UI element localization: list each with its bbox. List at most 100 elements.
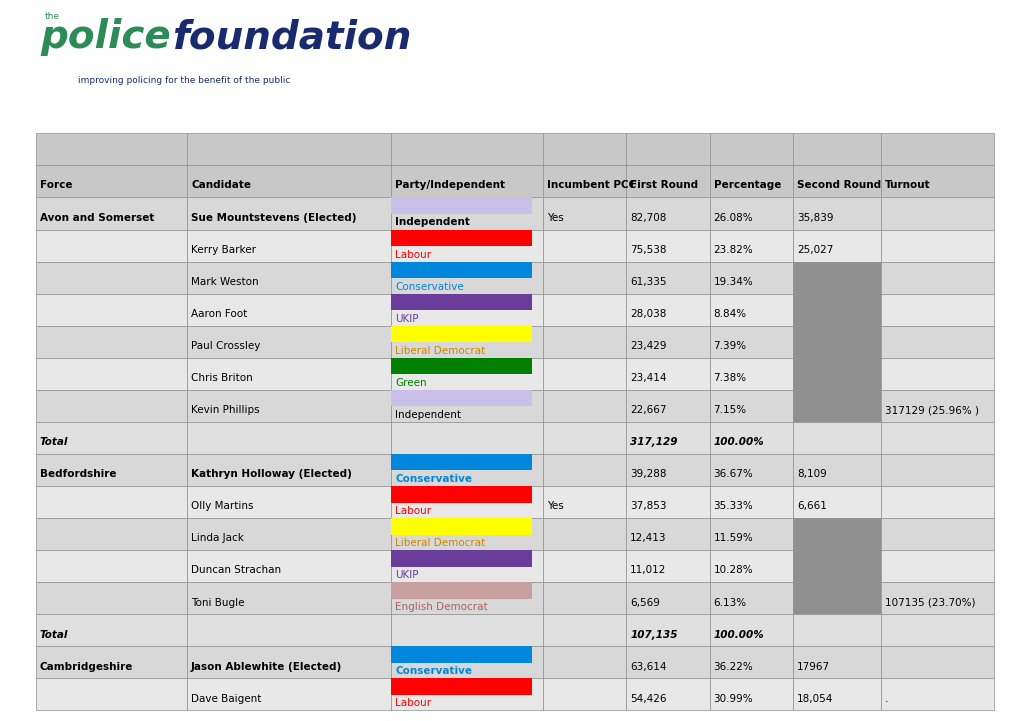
Bar — [542, 133, 626, 165]
Text: 22,667: 22,667 — [630, 405, 666, 415]
Bar — [187, 326, 391, 358]
Text: 6.13%: 6.13% — [713, 598, 746, 608]
Bar — [391, 326, 542, 358]
Bar — [880, 165, 994, 198]
Bar — [36, 133, 187, 165]
Text: 23,429: 23,429 — [630, 341, 666, 351]
Bar — [793, 646, 880, 678]
Bar — [793, 582, 880, 614]
Bar — [391, 390, 532, 407]
Bar — [391, 390, 542, 422]
Text: 23.82%: 23.82% — [713, 245, 753, 255]
Bar — [36, 486, 187, 518]
Bar — [793, 358, 880, 390]
Text: 63,614: 63,614 — [630, 662, 666, 671]
Bar — [391, 486, 532, 503]
Text: 61,335: 61,335 — [630, 277, 666, 287]
Text: Conservative: Conservative — [395, 666, 472, 676]
Text: 11,012: 11,012 — [630, 565, 665, 575]
Bar — [709, 390, 793, 422]
Bar — [793, 262, 880, 293]
Text: Chris Briton: Chris Briton — [191, 373, 253, 383]
Text: foundation: foundation — [172, 18, 411, 56]
Bar — [542, 550, 626, 582]
Text: Yes: Yes — [546, 501, 562, 511]
Text: Kevin Phillips: Kevin Phillips — [191, 405, 260, 415]
Bar — [880, 229, 994, 262]
Text: 7.38%: 7.38% — [713, 373, 746, 383]
Text: Conservative: Conservative — [395, 282, 464, 291]
Bar — [880, 614, 994, 646]
Bar — [542, 198, 626, 229]
Text: Labour: Labour — [395, 506, 431, 516]
Bar — [793, 518, 880, 550]
Bar — [391, 550, 542, 582]
Bar — [542, 678, 626, 710]
Bar — [542, 454, 626, 486]
Bar — [626, 293, 709, 326]
Bar — [880, 486, 994, 518]
Bar — [880, 326, 994, 358]
Bar — [709, 229, 793, 262]
Text: 7.39%: 7.39% — [713, 341, 746, 351]
Text: 10.28%: 10.28% — [713, 565, 752, 575]
Bar — [793, 198, 880, 229]
Text: Incumbent PCC: Incumbent PCC — [546, 180, 636, 190]
Text: Sue Mountstevens (Elected): Sue Mountstevens (Elected) — [191, 213, 357, 223]
Text: improving policing for the benefit of the public: improving policing for the benefit of th… — [77, 76, 289, 85]
Text: 35.33%: 35.33% — [713, 501, 753, 511]
Bar — [626, 422, 709, 454]
Bar — [626, 262, 709, 293]
Bar — [391, 486, 542, 518]
Bar — [626, 582, 709, 614]
Text: Olly Martins: Olly Martins — [191, 501, 254, 511]
Bar — [793, 326, 880, 358]
Bar — [709, 486, 793, 518]
Bar — [880, 133, 994, 165]
Text: 107,135: 107,135 — [630, 629, 677, 640]
Bar — [626, 518, 709, 550]
Bar — [187, 293, 391, 326]
Text: Bedfordshire: Bedfordshire — [40, 469, 116, 479]
Text: 35,839: 35,839 — [796, 213, 833, 223]
Bar — [793, 422, 880, 454]
Bar — [709, 326, 793, 358]
Text: Turnout: Turnout — [884, 180, 930, 190]
Bar — [542, 390, 626, 422]
Bar — [542, 422, 626, 454]
Text: 82,708: 82,708 — [630, 213, 665, 223]
Text: Avon and Somerset: Avon and Somerset — [40, 213, 154, 223]
Text: 8.84%: 8.84% — [713, 309, 746, 319]
Bar — [709, 518, 793, 550]
Text: 28,038: 28,038 — [630, 309, 665, 319]
Text: Liberal Democrat: Liberal Democrat — [395, 538, 485, 548]
Bar — [36, 518, 187, 550]
Bar — [391, 326, 532, 342]
Bar — [36, 229, 187, 262]
Text: 317,129: 317,129 — [630, 438, 677, 447]
Bar — [187, 614, 391, 646]
Bar — [709, 422, 793, 454]
Text: Mark Weston: Mark Weston — [191, 277, 259, 287]
Bar — [187, 262, 391, 293]
Text: Duncan Strachan: Duncan Strachan — [191, 565, 281, 575]
Bar — [187, 390, 391, 422]
Bar — [709, 293, 793, 326]
Text: Conservative: Conservative — [395, 474, 472, 484]
Bar — [709, 550, 793, 582]
Bar — [187, 550, 391, 582]
Text: Cambridgeshire: Cambridgeshire — [40, 662, 132, 671]
Bar — [391, 198, 532, 214]
Bar — [187, 678, 391, 710]
Bar — [626, 326, 709, 358]
Text: 19.34%: 19.34% — [713, 277, 753, 287]
Text: Green: Green — [395, 378, 427, 388]
Text: 26.08%: 26.08% — [713, 213, 752, 223]
Bar — [880, 422, 994, 454]
Text: Toni Bugle: Toni Bugle — [191, 598, 245, 608]
Bar — [391, 582, 542, 614]
Bar — [626, 229, 709, 262]
Bar — [626, 550, 709, 582]
Bar — [626, 133, 709, 165]
Bar — [542, 262, 626, 293]
